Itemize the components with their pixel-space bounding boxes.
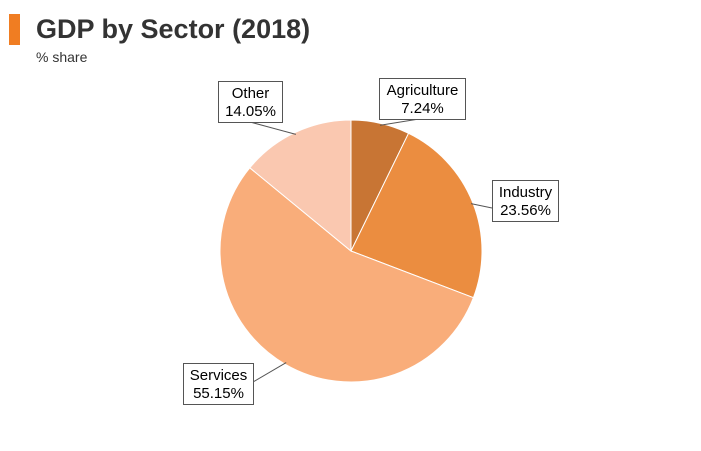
label-box-agriculture: [379, 78, 466, 120]
label-connector-other: [249, 121, 297, 135]
slice-value-label: 23.56%: [500, 202, 551, 219]
chart-subtitle: % share: [36, 49, 88, 65]
chart-title: GDP by Sector (2018): [36, 14, 311, 44]
slice-value-label: 14.05%: [225, 103, 276, 120]
label-connector-industry: [470, 203, 493, 209]
slice-name-label: Industry: [499, 184, 553, 201]
title-accent-bar: [9, 14, 20, 45]
label-box-other: [218, 81, 283, 123]
slice-value-label: 7.24%: [401, 100, 444, 117]
pie-slice-services: [219, 167, 475, 383]
slice-name-label: Services: [190, 367, 248, 384]
label-connector-services: [252, 362, 287, 383]
slice-value-label: 55.15%: [193, 385, 244, 402]
pie-slice-industry: [350, 132, 483, 299]
slice-name-label: Other: [232, 85, 270, 102]
pie-slices: [219, 119, 483, 383]
label-box-services: [183, 363, 254, 405]
slice-name-label: Agriculture: [387, 82, 459, 99]
label-box-industry: [492, 180, 559, 222]
label-connector-agriculture: [380, 118, 420, 126]
pie-slice-other: [249, 119, 352, 253]
